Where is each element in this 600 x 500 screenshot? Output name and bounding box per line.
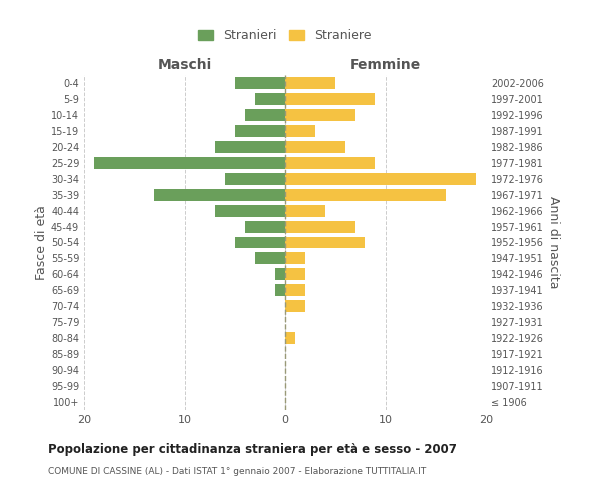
Bar [94, 157, 285, 168]
Bar [285, 172, 476, 184]
Text: COMUNE DI CASSINE (AL) - Dati ISTAT 1° gennaio 2007 - Elaborazione TUTTITALIA.IT: COMUNE DI CASSINE (AL) - Dati ISTAT 1° g… [48, 468, 426, 476]
Bar [285, 236, 365, 248]
Bar [225, 172, 285, 184]
Bar [255, 252, 285, 264]
Bar [285, 109, 355, 121]
Bar [275, 284, 285, 296]
Bar [215, 204, 285, 216]
Bar [285, 300, 305, 312]
Bar [285, 220, 355, 232]
Legend: Stranieri, Straniere: Stranieri, Straniere [193, 24, 377, 48]
Bar [285, 77, 335, 89]
Text: Femmine: Femmine [350, 58, 421, 72]
Bar [235, 77, 285, 89]
Bar [275, 268, 285, 280]
Text: Maschi: Maschi [157, 58, 212, 72]
Bar [285, 204, 325, 216]
Bar [245, 220, 285, 232]
Bar [245, 109, 285, 121]
Bar [285, 284, 305, 296]
Bar [285, 157, 376, 168]
Bar [285, 125, 315, 137]
Bar [285, 141, 346, 153]
Bar [235, 125, 285, 137]
Bar [285, 252, 305, 264]
Y-axis label: Fasce di età: Fasce di età [35, 205, 48, 280]
Text: Popolazione per cittadinanza straniera per età e sesso - 2007: Popolazione per cittadinanza straniera p… [48, 442, 457, 456]
Bar [285, 188, 446, 200]
Bar [154, 188, 285, 200]
Bar [285, 332, 295, 344]
Bar [215, 141, 285, 153]
Bar [285, 268, 305, 280]
Bar [235, 236, 285, 248]
Bar [255, 93, 285, 105]
Y-axis label: Anni di nascita: Anni di nascita [547, 196, 560, 289]
Bar [285, 93, 376, 105]
